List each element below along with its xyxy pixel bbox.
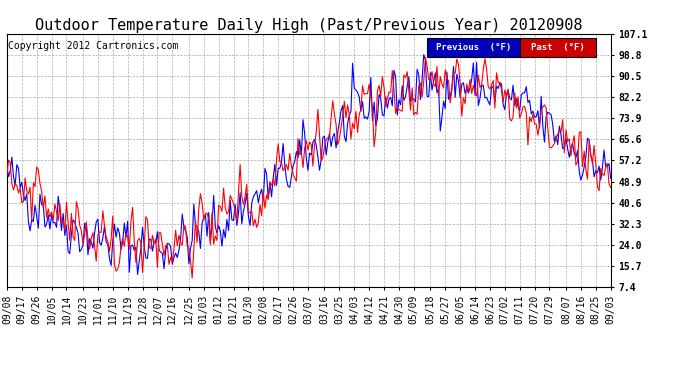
- FancyBboxPatch shape: [426, 38, 520, 57]
- Text: Past  (°F): Past (°F): [531, 42, 584, 51]
- Text: Copyright 2012 Cartronics.com: Copyright 2012 Cartronics.com: [8, 41, 179, 51]
- FancyBboxPatch shape: [520, 38, 595, 57]
- Title: Outdoor Temperature Daily High (Past/Previous Year) 20120908: Outdoor Temperature Daily High (Past/Pre…: [35, 18, 582, 33]
- Text: Previous  (°F): Previous (°F): [435, 42, 511, 51]
